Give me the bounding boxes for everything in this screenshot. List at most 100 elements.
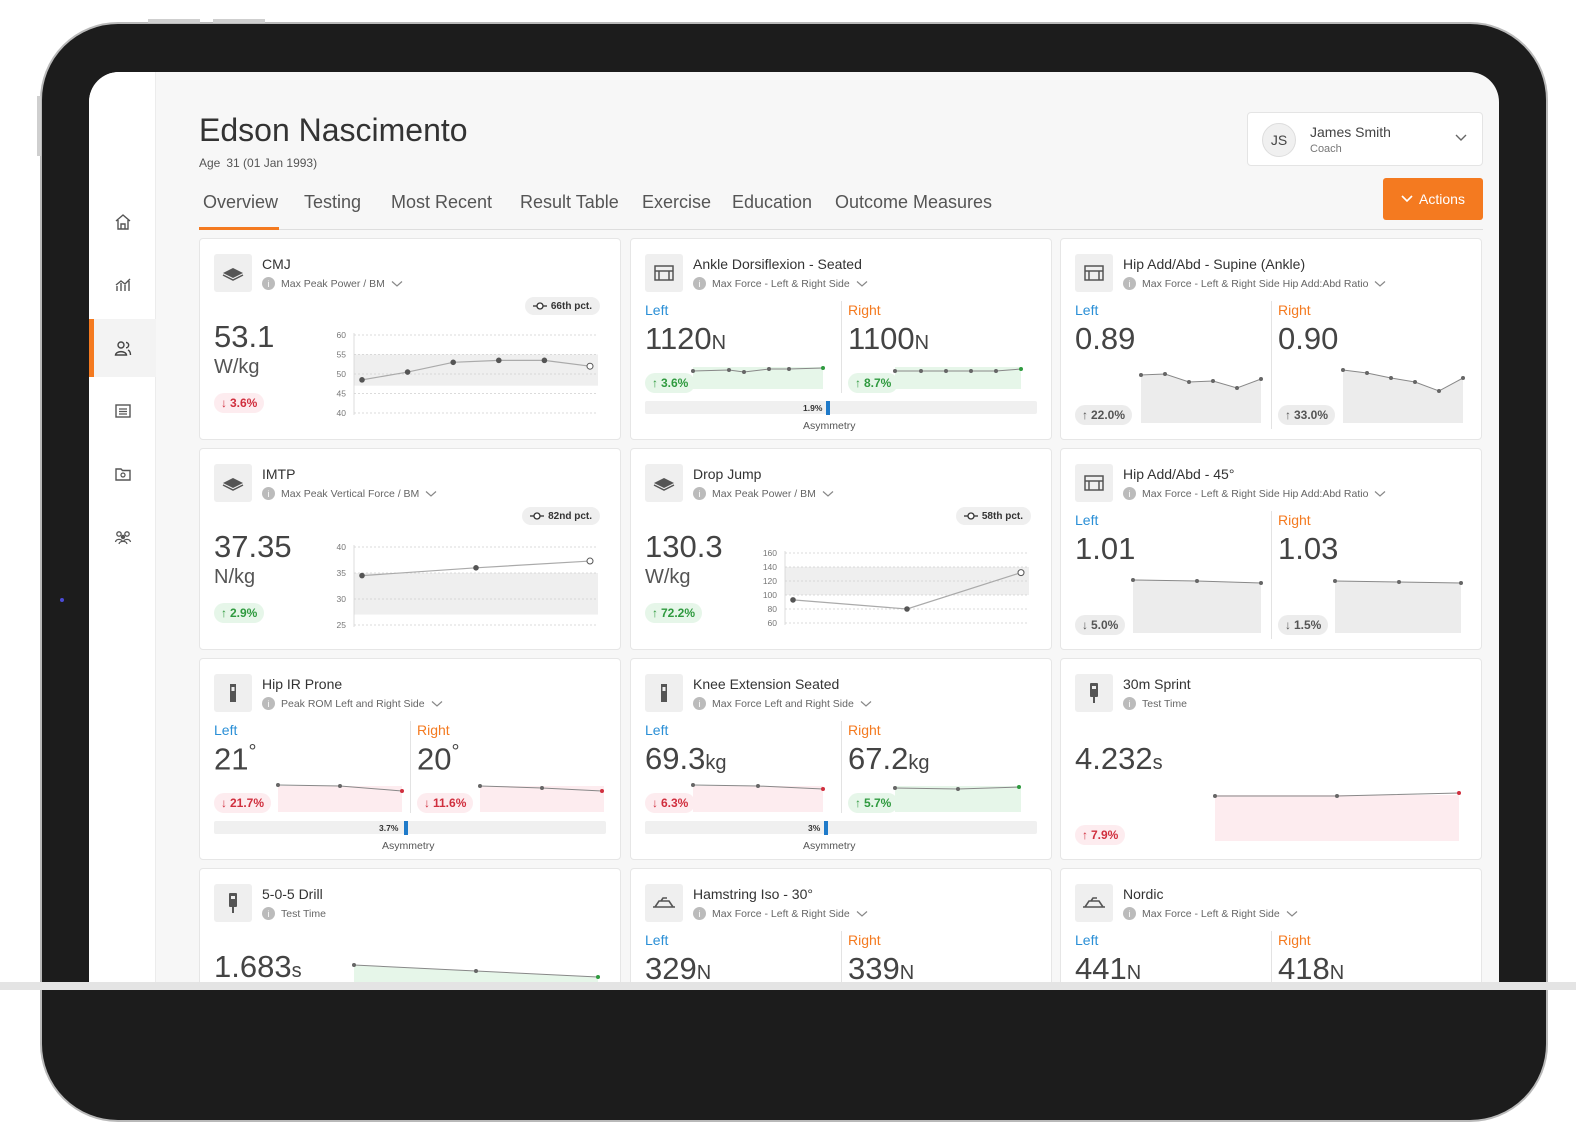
tab-testing[interactable]: Testing <box>304 192 362 212</box>
right-label: Right <box>848 302 881 318</box>
nordboard-icon <box>645 884 683 922</box>
people-icon <box>114 341 131 356</box>
metric-value: 130.3 <box>645 529 723 564</box>
user-name: James Smith <box>1310 124 1391 140</box>
sparkline <box>1213 791 1461 841</box>
home-icon <box>115 214 130 230</box>
metric-selector[interactable]: i Max Force - Left & Right Side <box>693 907 868 920</box>
tab-outcome-measures[interactable]: Outcome Measures <box>835 192 993 212</box>
left-label: Left <box>214 722 238 738</box>
card-title: Nordic <box>1123 886 1164 902</box>
left-label: Left <box>645 932 669 948</box>
info-icon: i <box>1123 907 1136 920</box>
metric-selector[interactable]: i Peak ROM Left and Right Side <box>262 697 443 710</box>
nav-folder[interactable] <box>89 445 156 503</box>
trend-chart: 40 35 30 25 <box>337 542 598 630</box>
percentile-badge: 66th pct. <box>524 297 600 315</box>
right-sparkline <box>893 785 1021 812</box>
dynamometer-icon <box>645 254 683 292</box>
left-value: 1120N <box>645 321 727 356</box>
nordboard-icon <box>1075 884 1113 922</box>
right-value: 418N <box>1278 951 1345 982</box>
asymmetry-label: Asymmetry <box>803 420 856 432</box>
arrow-down-icon: ↓ <box>652 796 658 810</box>
metric-selector[interactable]: i Max Peak Vertical Force / BM <box>262 487 437 500</box>
actions-button[interactable]: Actions <box>1383 178 1483 220</box>
metric-selector[interactable]: i Max Force - Left & Right Side Hip Add:A… <box>1123 487 1386 500</box>
card-title: Hip Add/Abd - Supine (Ankle) <box>1123 256 1306 272</box>
percentile-badge: 58th pct. <box>955 507 1031 525</box>
arrow-up-icon: ↑ <box>1285 408 1291 422</box>
metric-label: Max Peak Power / BM <box>281 277 385 290</box>
divider <box>1271 301 1272 429</box>
user-role: Coach <box>1310 143 1342 155</box>
change-badge: ↑ 72.2% <box>645 603 703 623</box>
metric-unit: N/kg <box>214 566 256 588</box>
active-tab-indicator <box>199 227 279 230</box>
metric-selector[interactable]: i Max Peak Power / BM <box>693 487 834 500</box>
left-change-badge: ↑ 22.0% <box>1075 405 1133 425</box>
right-label: Right <box>1278 512 1311 528</box>
card-hip-ir-prone[interactable]: Hip IR Prone i Peak ROM Left and Right Si… <box>199 658 621 860</box>
percentile-icon <box>963 512 978 520</box>
y-tick-label: 40 <box>337 408 347 418</box>
nav-home[interactable] <box>89 193 156 251</box>
chevron-down-icon <box>856 280 868 287</box>
metric-subtitle: i Test Time <box>262 907 326 920</box>
card-drop-jump[interactable]: Drop Jump i Max Peak Power / BM 58th pct.… <box>630 448 1052 650</box>
tab-most-recent[interactable]: Most Recent <box>391 192 493 212</box>
card-cmj[interactable]: CMJ i Max Peak Power / BM 66th pct. 53.1 … <box>199 238 621 440</box>
right-change-badge: ↑ 33.0% <box>1278 405 1336 425</box>
metric-unit: W/kg <box>214 356 260 378</box>
tab-overview[interactable]: Overview <box>203 192 279 212</box>
nav-list[interactable] <box>89 382 156 440</box>
camera-dot <box>60 598 64 602</box>
right-sparkline <box>478 784 604 812</box>
card-nordic[interactable]: Nordic i Max Force - Left & Right Side Le… <box>1060 868 1482 982</box>
left-sparkline <box>691 783 825 812</box>
info-icon: i <box>1123 277 1136 290</box>
data-point <box>473 565 479 571</box>
card-hamstring-iso[interactable]: Hamstring Iso - 30° i Max Force - Left & … <box>630 868 1052 982</box>
chevron-down-icon <box>1401 195 1413 203</box>
metric-unit: W/kg <box>645 566 691 588</box>
asymmetry-marker <box>404 821 408 835</box>
data-point <box>541 357 548 364</box>
card-30m-sprint[interactable]: 30m Sprint i Test Time 4.232s ↑ 7.9% <box>1060 658 1482 860</box>
app-screen: Edson Nascimento Age 31 (01 Jan 1993) JS … <box>89 72 1499 982</box>
card-imtp[interactable]: IMTP i Max Peak Vertical Force / BM 82nd … <box>199 448 621 650</box>
tab-exercise[interactable]: Exercise <box>642 192 712 212</box>
metric-selector[interactable]: i Max Force - Left & Right Side <box>1123 907 1298 920</box>
change-badge: ↑ 2.9% <box>214 603 265 623</box>
user-menu[interactable]: JS James Smith Coach <box>1247 112 1483 166</box>
metric-selector[interactable]: i Max Force - Left & Right Side Hip Add:A… <box>1123 277 1386 290</box>
metric-selector[interactable]: i Max Force Left and Right Side <box>693 697 872 710</box>
tab-education[interactable]: Education <box>732 192 813 212</box>
card-knee-extension[interactable]: Knee Extension Seated i Max Force Left an… <box>630 658 1052 860</box>
metric-selector[interactable]: i Max Force - Left & Right Side <box>693 277 868 290</box>
force-plate-icon <box>214 254 252 292</box>
divider <box>1271 931 1272 982</box>
arrow-up-icon: ↑ <box>1082 408 1088 422</box>
left-sparkline <box>276 783 404 812</box>
y-tick-label: 120 <box>763 576 777 586</box>
card-title: 30m Sprint <box>1123 676 1191 692</box>
card-hip-add-abd-45[interactable]: Hip Add/Abd - 45° i Max Force - Left & Ri… <box>1060 448 1482 650</box>
nav-analytics[interactable] <box>89 256 156 314</box>
right-change-badge: ↑ 5.7% <box>848 793 899 813</box>
nav-athletes[interactable] <box>89 319 156 377</box>
arrow-down-icon: ↓ <box>221 396 227 410</box>
card-title: Drop Jump <box>693 466 762 482</box>
left-label: Left <box>645 722 669 738</box>
nav-groups[interactable] <box>89 508 156 566</box>
card-505-drill[interactable]: 5-0-5 Drill i Test Time 1.683s <box>199 868 621 982</box>
tab-result-table[interactable]: Result Table <box>520 192 619 212</box>
asymmetry-label: Asymmetry <box>803 840 856 852</box>
metric-selector[interactable]: i Max Peak Power / BM <box>262 277 403 290</box>
right-sparkline <box>893 367 1023 389</box>
left-label: Left <box>1075 512 1099 528</box>
card-hip-add-abd-supine[interactable]: Hip Add/Abd - Supine (Ankle) i Max Force … <box>1060 238 1482 440</box>
left-value: 329N <box>645 951 712 982</box>
y-tick-label: 40 <box>337 542 347 552</box>
card-ankle-dorsiflexion[interactable]: Ankle Dorsiflexion - Seated i Max Force -… <box>630 238 1052 440</box>
